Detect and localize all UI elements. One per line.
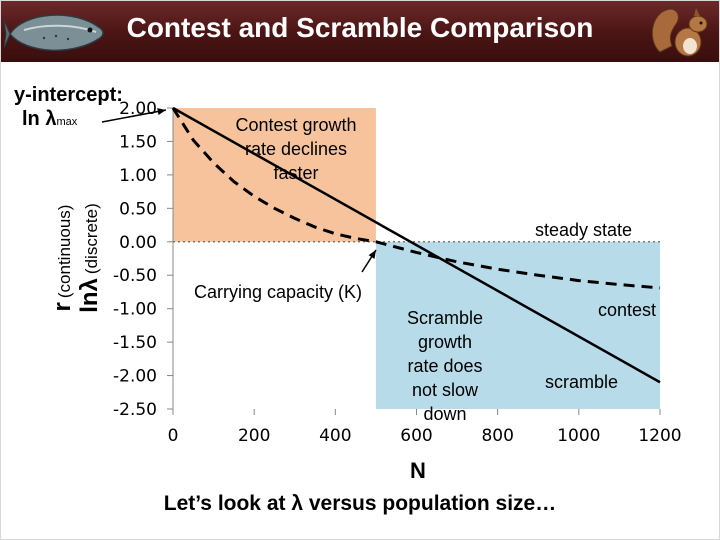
x-tick-label: 200	[238, 426, 270, 446]
footer-text: Let’s look at λ versus population size…	[163, 492, 557, 515]
y-axis-label-r-symbol: r	[49, 302, 76, 311]
x-tick-label: 600	[400, 426, 432, 446]
steady-state-annotation: steady state	[535, 220, 632, 240]
y-tick-label: -2.00	[113, 367, 157, 387]
y-tick-label: 1.50	[119, 132, 157, 152]
y-intercept-arrow	[101, 109, 167, 123]
x-tick-label: 400	[319, 426, 351, 446]
y-tick-label: -0.50	[113, 266, 157, 286]
x-tick-label: 1000	[557, 426, 600, 446]
scramble-series-label: scramble	[545, 372, 618, 392]
y-tick-label: -2.50	[113, 400, 157, 420]
y-tick-label: 0.50	[119, 199, 157, 219]
salmon-icon	[4, 14, 104, 52]
contest-decline-annotation: faster	[273, 163, 318, 183]
x-tick-label: 1200	[638, 426, 681, 446]
y-intercept-symbol-text: ln λ	[22, 108, 57, 130]
contest-decline-annotation: rate declines	[245, 139, 347, 159]
y-tick-label: 2.00	[119, 99, 157, 119]
x-tick-label: 800	[481, 426, 513, 446]
slide-title: Contest and Scramble Comparison	[126, 12, 594, 43]
carrying-capacity-annotation: Carrying capacity (K)	[194, 282, 362, 302]
y-intercept-arrow-head	[157, 108, 166, 115]
x-tick-label: 0	[168, 426, 179, 446]
y-axis-label-lnlambda-symbol: lnλ	[76, 278, 103, 313]
y-axis-label-r: r (continuous)	[49, 205, 76, 312]
scramble-annotation: rate does	[407, 356, 482, 376]
scramble-region	[375, 241, 660, 409]
carrying-capacity-arrow-head	[368, 250, 376, 259]
y-axis-label-lnlambda-note: (discrete)	[82, 203, 101, 274]
contest-line	[171, 107, 661, 290]
y-tick-label: 1.00	[119, 166, 157, 186]
y-intercept-symbol: ln λmax	[22, 108, 77, 131]
squirrel-icon	[651, 8, 708, 57]
scramble-annotation: down	[423, 404, 466, 424]
contest-region	[173, 108, 376, 242]
scramble-annotation: Scramble	[407, 308, 483, 328]
x-axis-label: N	[410, 458, 426, 483]
y-tick-label: 0.00	[119, 233, 157, 253]
y-intercept-subscript: max	[56, 116, 78, 128]
scramble-annotation: not slow	[412, 380, 479, 400]
scramble-annotation: growth	[418, 332, 472, 352]
y-axis-label-lnlambda: lnλ (discrete)	[76, 203, 103, 313]
y-intercept-label: y-intercept:	[14, 84, 123, 106]
scramble-line	[172, 106, 661, 384]
y-tick-label: -1.50	[113, 333, 157, 353]
contest-decline-annotation: Contest growth	[235, 115, 356, 135]
y-axis-label-r-note: (continuous)	[55, 205, 74, 299]
contest-series-label: contest	[598, 300, 656, 320]
title-bar	[0, 0, 720, 62]
y-tick-label: -1.00	[113, 300, 157, 320]
